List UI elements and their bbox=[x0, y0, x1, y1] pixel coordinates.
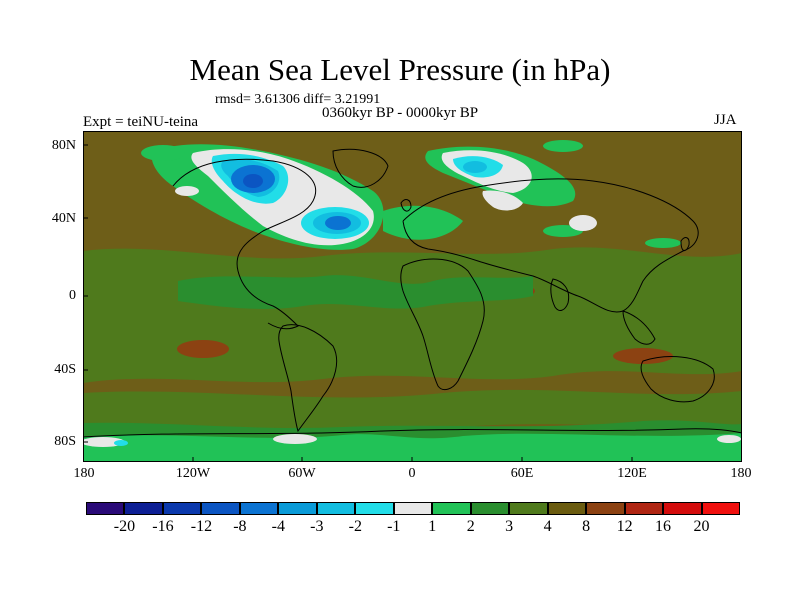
map-title: Mean Sea Level Pressure (in hPa) bbox=[189, 52, 611, 87]
colorbar-label: 2 bbox=[466, 518, 475, 535]
colorbar-swatch bbox=[239, 502, 279, 515]
field-green-patch bbox=[645, 238, 681, 248]
colorbar-label: -3 bbox=[310, 518, 324, 535]
colorbar-swatch bbox=[124, 502, 163, 515]
colorbar-label: -1 bbox=[387, 518, 401, 535]
lon-label: 0 bbox=[408, 466, 416, 481]
field-white-arctic bbox=[175, 186, 199, 196]
field-green-arctic bbox=[141, 145, 185, 161]
lon-label: 180 bbox=[73, 466, 95, 481]
field-darkblue-north-america bbox=[243, 174, 263, 188]
coastline-south-america bbox=[278, 324, 338, 433]
colorbar-swatch bbox=[663, 502, 702, 515]
coastline-australia bbox=[640, 356, 715, 403]
field-lightblue-eurasia bbox=[463, 161, 487, 173]
field-green-eurasia-patch bbox=[569, 215, 597, 231]
season-label: JJA bbox=[714, 112, 737, 128]
field-green-arctic bbox=[543, 140, 583, 152]
coastline-greenland bbox=[332, 148, 389, 188]
stats-text: rmsd= 3.61306 diff= 3.21991 bbox=[215, 92, 381, 107]
colorbar-label: -12 bbox=[190, 518, 213, 535]
field-bright-green-tropics bbox=[383, 205, 463, 240]
lon-label: 120W bbox=[175, 466, 211, 481]
coastline-uk bbox=[400, 199, 412, 212]
colorbar-label: 4 bbox=[543, 518, 552, 535]
colorbar-swatch bbox=[624, 502, 664, 515]
colorbar-swatch bbox=[86, 502, 125, 515]
colorbar-swatch bbox=[393, 502, 433, 515]
field-brown-patch bbox=[613, 348, 673, 364]
colorbar-label: 3 bbox=[505, 518, 514, 535]
coastlines bbox=[83, 148, 742, 438]
field-white-antarctic bbox=[83, 437, 125, 447]
field-white-antarctic bbox=[273, 434, 317, 444]
colorbar-label: 8 bbox=[582, 518, 591, 535]
colorbar-swatch bbox=[278, 502, 317, 515]
colorbar-swatch bbox=[162, 502, 202, 515]
colorbar-label: -2 bbox=[348, 518, 362, 535]
colorbar-swatch bbox=[316, 502, 356, 515]
coastline-india bbox=[550, 278, 570, 311]
colorbar-swatch bbox=[586, 502, 625, 515]
coastline-eurasia bbox=[402, 178, 699, 313]
colorbar-label: 12 bbox=[616, 518, 633, 535]
lat-label: 40S bbox=[54, 362, 76, 377]
colorbar-label: 16 bbox=[655, 518, 672, 535]
lat-label: 80N bbox=[51, 138, 76, 153]
colorbar bbox=[86, 502, 740, 515]
colorbar-label: 20 bbox=[693, 518, 710, 535]
field-bright-green-south bbox=[83, 433, 742, 462]
coastline-antarctica bbox=[83, 428, 742, 438]
colorbar-swatch bbox=[470, 502, 510, 515]
colorbar-label: 1 bbox=[428, 518, 437, 535]
lon-label: 180 bbox=[730, 466, 752, 481]
field-white-eurasia-tail bbox=[482, 190, 523, 211]
colorbar-label: -16 bbox=[152, 518, 174, 535]
period-text: 0360kyr BP - 0000kyr BP bbox=[322, 105, 479, 121]
map-plot bbox=[83, 131, 742, 462]
axis-ticks bbox=[83, 144, 633, 462]
colorbar-label: -20 bbox=[113, 518, 136, 535]
coastline-north-america bbox=[172, 158, 316, 330]
colorbar-swatch bbox=[701, 502, 740, 515]
colorbar-swatch bbox=[547, 502, 587, 515]
lon-label: 60E bbox=[510, 466, 534, 481]
colorbar-swatch bbox=[509, 502, 548, 515]
colorbar-swatch bbox=[432, 502, 471, 515]
field-blue-atlantic bbox=[325, 216, 351, 230]
field-white-antarctic bbox=[717, 435, 741, 443]
colorbar-label: -8 bbox=[233, 518, 247, 535]
coastline-africa bbox=[400, 258, 485, 391]
field-olive-south bbox=[83, 389, 742, 435]
lat-label: 0 bbox=[69, 288, 76, 303]
lon-label: 60W bbox=[288, 466, 316, 481]
field-brown-patch bbox=[177, 340, 229, 358]
field-green-tropics bbox=[178, 275, 533, 309]
lon-label: 120E bbox=[617, 466, 647, 481]
colorbar-swatch bbox=[201, 502, 240, 515]
colorbar-swatch bbox=[355, 502, 394, 515]
field-cyan-antarctic bbox=[114, 440, 128, 446]
lat-label: 40N bbox=[51, 211, 76, 226]
lat-label: 80S bbox=[54, 434, 76, 449]
experiment-label: Expt = teiNU-teina bbox=[83, 114, 199, 130]
coastline-japan bbox=[680, 237, 690, 251]
colorbar-label: -4 bbox=[271, 518, 285, 535]
coastline-southeast-asia bbox=[622, 310, 656, 345]
